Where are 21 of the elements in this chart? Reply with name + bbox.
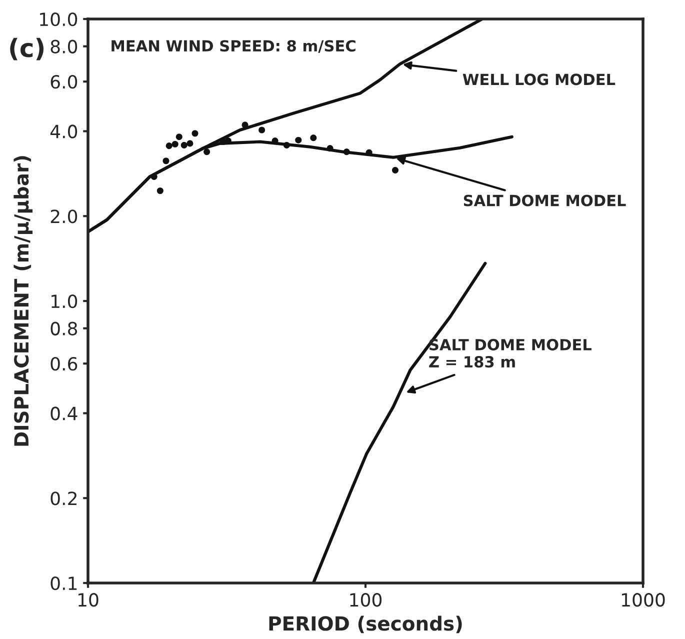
- annotation: SALT DOME MODEL: [464, 194, 626, 206]
- y-tick-label: 0.1: [50, 576, 77, 590]
- x-tick-label: 10: [78, 593, 98, 607]
- y-tick-label: 8.0: [50, 40, 78, 54]
- y-tick-label: 0.8: [50, 322, 78, 336]
- y-axis-title: DISPLACEMENT (m/μ/μbar): [14, 156, 33, 446]
- y-tick-label: 2.0: [50, 210, 78, 224]
- x-tick-label: 100: [350, 593, 382, 607]
- y-tick-label: 0.4: [50, 406, 78, 420]
- y-tick-label: 1.0: [52, 294, 78, 308]
- x-tick-label: 1000: [622, 593, 665, 607]
- y-tick-label: 4.0: [50, 124, 78, 138]
- y-tick-label: 0.6: [50, 357, 78, 371]
- y-tick-label: 6.0: [50, 75, 78, 89]
- annotation: SALT DOME MODEL Z = 183 m: [429, 338, 592, 368]
- text: (c): [10, 38, 44, 60]
- y-tick-label: 0.2: [50, 492, 76, 506]
- y-tick-label: 10.0: [40, 12, 78, 26]
- x-axis-title: PERIOD (seconds): [269, 616, 462, 634]
- annotation: MEAN WIND SPEED: 8 m/SEC: [112, 40, 356, 53]
- annotation: WELL LOG MODEL: [462, 74, 616, 86]
